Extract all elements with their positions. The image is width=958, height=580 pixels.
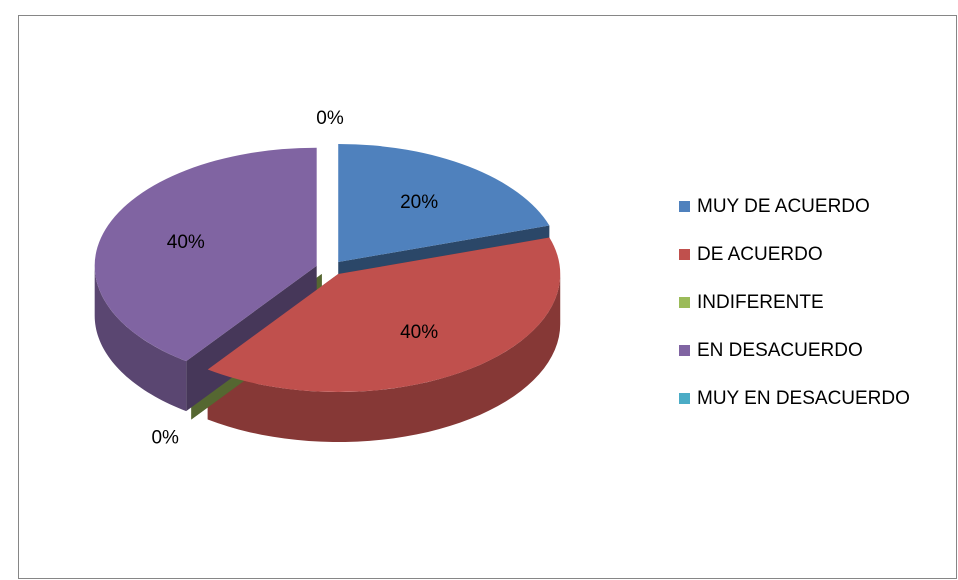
- legend-label: DE ACUERDO: [697, 244, 823, 265]
- pie-tops: [94, 143, 561, 393]
- slice-wall: [207, 274, 561, 442]
- legend-label: MUY EN DESACUERDO: [697, 388, 910, 409]
- data-label: 20%: [400, 192, 438, 213]
- legend-swatch: [679, 201, 690, 212]
- legend-swatch: [679, 393, 690, 404]
- legend-swatch: [679, 249, 690, 260]
- legend-swatch: [679, 345, 690, 356]
- legend-label: MUY DE ACUERDO: [697, 196, 870, 217]
- slice-wall: [94, 265, 187, 412]
- legend-swatch: [679, 297, 690, 308]
- data-label: 0%: [316, 108, 344, 129]
- slice: [338, 143, 550, 262]
- slice: [207, 237, 561, 393]
- data-label: 40%: [167, 232, 205, 253]
- legend-label: EN DESACUERDO: [697, 340, 863, 361]
- legend-label: INDIFERENTE: [697, 292, 824, 313]
- data-label: 40%: [400, 322, 438, 343]
- data-label: 0%: [151, 428, 179, 449]
- slice: [94, 147, 317, 362]
